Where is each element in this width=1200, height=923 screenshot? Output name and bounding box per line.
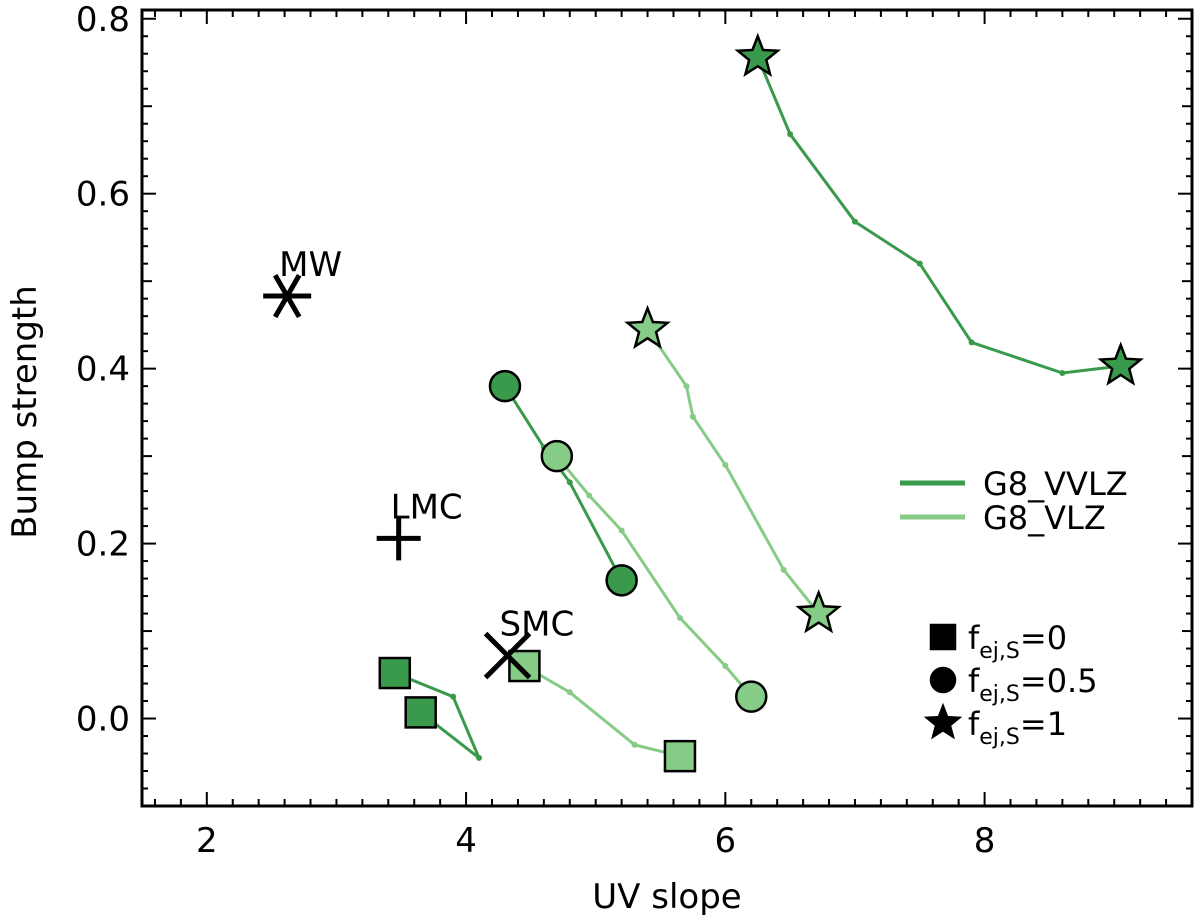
y-tick-label: 0.0 <box>76 700 130 740</box>
data-tracks <box>378 32 1144 773</box>
y-tick-label: 0.2 <box>76 525 130 565</box>
legend-label-g8-vvlz: G8_VVLZ <box>983 465 1128 503</box>
star-marker-g8-vvlz <box>734 32 782 78</box>
legend-value: =0.5 <box>1020 662 1098 700</box>
series-point-g8-vlz <box>631 741 638 748</box>
series-line-g8-vlz <box>646 328 820 615</box>
series-line-g8-vlz <box>523 664 681 758</box>
circle-marker-g8-vlz <box>540 439 574 473</box>
series-point-g8-vlz <box>722 461 729 468</box>
reference-label-smc: SMC <box>500 605 575 645</box>
star-marker-g8-vvlz <box>1097 341 1144 386</box>
y-tick-label: 0.8 <box>76 0 130 40</box>
legend-value: =1 <box>1020 705 1067 743</box>
x-tick-label: 4 <box>455 821 477 861</box>
series-point-g8-vvlz <box>787 131 794 138</box>
series-point-g8-vlz <box>676 614 683 621</box>
cross-mark <box>483 631 532 680</box>
star-marker-g8-vlz <box>624 304 671 350</box>
asterisk-mark <box>273 274 302 319</box>
reference-label-mw: MW <box>279 245 342 285</box>
series-point-g8-vlz <box>780 566 787 573</box>
series-point-g8-vlz <box>722 663 729 670</box>
series-point-g8-vvlz <box>1059 370 1066 377</box>
series-point-g8-vvlz <box>968 339 975 346</box>
circle-marker-g8-vvlz <box>605 564 638 597</box>
legend-square-icon <box>929 623 957 651</box>
y-axis-title: Bump strength <box>5 285 45 539</box>
series-point-g8-vlz <box>689 413 696 420</box>
series-line-g8-vvlz <box>756 56 1121 375</box>
plot-frame <box>140 8 1194 808</box>
legend-star-icon <box>923 702 963 740</box>
legend-label-circle: fej,S=0.5 <box>968 662 1098 707</box>
series-point-g8-vvlz <box>476 754 483 761</box>
reference-label-lmc: LMC <box>391 487 463 527</box>
reference-points: MW LMC SMC <box>263 245 575 680</box>
x-axis-title: UV slope <box>592 877 741 917</box>
series-line-g8-vvlz <box>503 385 623 582</box>
series-point-g8-vlz <box>683 383 690 390</box>
legend-label-square: fej,S=0 <box>968 619 1067 664</box>
series-line-g8-vlz <box>555 455 753 698</box>
square-marker-g8-vlz <box>508 649 541 683</box>
series-point-g8-vlz <box>618 527 625 534</box>
series-point-g8-vvlz <box>566 479 573 486</box>
legend-circle-icon <box>929 666 957 694</box>
square-marker-g8-vlz <box>663 739 697 773</box>
reference-lmc: LMC <box>376 487 463 561</box>
series-point-g8-vlz <box>586 492 593 499</box>
y-tick-label: 0.4 <box>76 350 130 390</box>
legend-f: f <box>968 662 980 700</box>
legend-subscript: ej,S <box>979 639 1020 664</box>
reference-mw: MW <box>263 245 342 319</box>
legend-subscript: ej,S <box>979 682 1020 707</box>
square-marker-g8-vvlz <box>404 696 437 729</box>
axis-ticks: 2 4 6 8 0.0 0.2 0.4 0.6 0.8 <box>76 0 1193 861</box>
reference-smc: SMC <box>483 605 575 680</box>
legend-label-star: fej,S=1 <box>968 705 1067 750</box>
legend-f: f <box>968 705 980 743</box>
x-tick-label: 2 <box>196 821 218 861</box>
x-tick-label: 8 <box>974 821 996 861</box>
legend-label-g8-vlz: G8_VLZ <box>983 499 1106 537</box>
legend-value: =0 <box>1020 619 1067 657</box>
legend-f: f <box>968 619 980 657</box>
series-point-g8-vvlz <box>851 218 858 225</box>
series-point-g8-vlz <box>566 689 573 696</box>
series-point-g8-vvlz <box>916 260 923 267</box>
star-marker-g8-vlz <box>795 589 842 634</box>
legend-subscript: ej,S <box>979 725 1020 750</box>
series-line-g8-vvlz <box>394 671 481 760</box>
circle-marker-g8-vlz <box>735 680 768 713</box>
x-tick-label: 6 <box>715 821 737 861</box>
series-point-g8-vvlz <box>450 693 457 700</box>
square-marker-g8-vvlz <box>378 656 412 690</box>
y-tick-label: 0.6 <box>76 175 130 215</box>
circle-marker-g8-vvlz <box>488 369 522 403</box>
